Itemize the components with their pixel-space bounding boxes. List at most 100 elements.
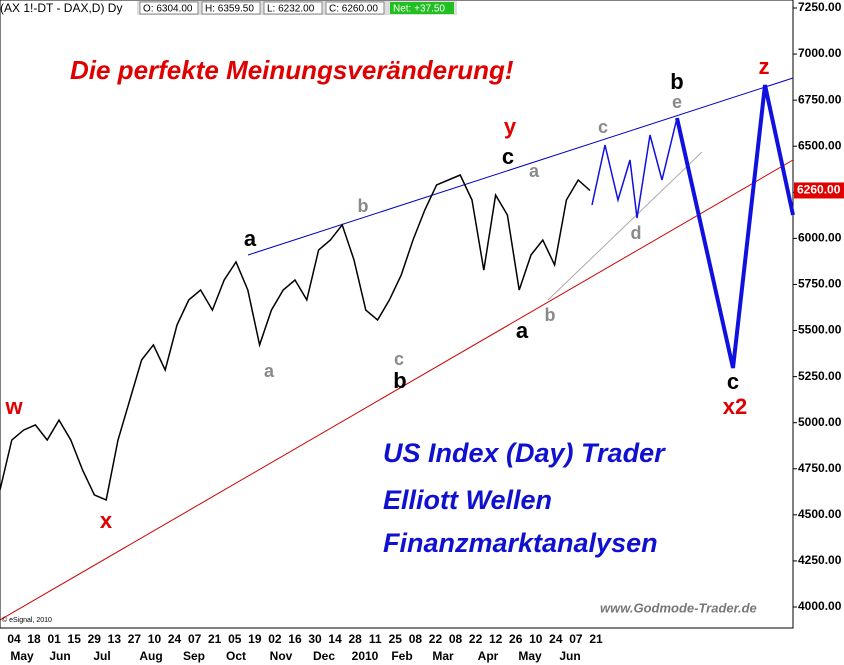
month-label: Sep [183, 649, 205, 663]
wave-label: x [100, 508, 113, 533]
x-tick-label: 08 [449, 632, 463, 646]
x-tick-label: 29 [88, 632, 102, 646]
y-tick-label: 4250.00 [798, 553, 842, 567]
copyright: © eSignal, 2010 [2, 616, 52, 624]
y-tick-label: 5000.00 [798, 415, 842, 429]
x-tick-label: 18 [27, 632, 41, 646]
low: L: 6232.00 [267, 4, 315, 15]
x-tick-label: 27 [128, 632, 142, 646]
x-tick-label: 22 [429, 632, 443, 646]
open: O: 6304.00 [143, 4, 193, 15]
month-label: May [10, 649, 34, 663]
y-tick-label: 5500.00 [798, 323, 842, 337]
x-tick-label: 13 [108, 632, 122, 646]
y-tick-label: 4000.00 [798, 599, 842, 613]
x-tick-label: 07 [188, 632, 202, 646]
x-tick-label: 24 [168, 632, 182, 646]
plot-area [0, 0, 794, 629]
wave-label: a [244, 226, 257, 251]
upper-trendline [247, 77, 794, 256]
title: Die perfekte Meinungsveränderung! [70, 55, 514, 85]
x-tick-label: 08 [409, 632, 423, 646]
wave-label: y [504, 114, 517, 139]
month-label: Oct [226, 649, 246, 663]
y-tick-label: 7250.00 [798, 0, 842, 14]
wave-label: e [672, 92, 682, 112]
wave-label: b [670, 69, 683, 94]
month-label: Jul [93, 649, 110, 663]
wave-label: a [516, 318, 529, 343]
ad-text: Finanzmarktanalysen [383, 528, 658, 558]
month-label: Dec [313, 649, 335, 663]
x-tick-label: 28 [348, 632, 362, 646]
wave-label: c [502, 144, 514, 169]
x-tick-label: 26 [509, 632, 523, 646]
x-tick-label: 10 [148, 632, 162, 646]
last-price-box [794, 182, 844, 199]
month-label: 2010 [352, 649, 379, 663]
x-tick-label: 21 [589, 632, 603, 646]
x-tick-label: 22 [469, 632, 483, 646]
x-tick-label: 05 [228, 632, 242, 646]
x-tick-label: 24 [549, 632, 563, 646]
ad-text: US Index (Day) Trader [383, 438, 666, 468]
x-tick-label: 19 [248, 632, 262, 646]
month-label: Mar [432, 649, 454, 663]
y-tick-label: 6500.00 [798, 138, 842, 152]
wave-label: b [358, 196, 369, 216]
month-label: Jun [49, 649, 70, 663]
month-label: Jun [559, 649, 580, 663]
wave-label: z [759, 54, 770, 79]
last-price-label: 6260.00 [797, 183, 841, 197]
x-tick-label: 21 [208, 632, 222, 646]
x-tick-label: 11 [369, 632, 382, 646]
wave-label: c [727, 369, 739, 394]
x-tick-label: 25 [389, 632, 403, 646]
x-tick-label: 16 [288, 632, 302, 646]
box [139, 1, 199, 15]
box [390, 2, 454, 14]
month-label: Apr [478, 649, 499, 663]
wave-label: b [393, 368, 406, 393]
wave-label: x2 [723, 394, 747, 419]
price-line [0, 174, 591, 501]
x-tick-label: 14 [328, 632, 342, 646]
x-tick-label: 12 [489, 632, 503, 646]
y-tick-label: 6000.00 [798, 231, 842, 245]
month-label: Aug [139, 649, 162, 663]
wave-label: d [631, 223, 642, 243]
forecast-path [675, 84, 795, 369]
source: www.Godmode-Trader.de [600, 600, 757, 615]
y-tick-label: 6750.00 [798, 92, 842, 106]
month-label: May [518, 649, 542, 663]
y-tick-label: 5750.00 [798, 277, 842, 291]
lower-trendline [0, 159, 794, 621]
x-tick-label: 04 [7, 632, 21, 646]
close: C: 6260.00 [329, 4, 378, 15]
box [201, 1, 261, 15]
y-tick-label: 7000.00 [798, 46, 842, 60]
x-tick-label: 02 [268, 632, 282, 646]
net: Net: +37.50 [393, 4, 445, 15]
x-tick-label: 30 [308, 632, 322, 646]
x-tick-label: 10 [529, 632, 543, 646]
x-tick-label: 07 [569, 632, 583, 646]
ad-text: Elliott Wellen [383, 485, 552, 515]
y-tick-label: 4500.00 [798, 507, 842, 521]
box [263, 1, 323, 15]
wave-label: b [545, 305, 556, 325]
symbol: (AX 1!-DT - DAX,D) Dy [0, 1, 122, 15]
y-tick-label: 5250.00 [798, 369, 842, 383]
x-tick-label: 15 [68, 632, 82, 646]
month-label: Feb [391, 649, 412, 663]
inner-trendline [547, 151, 703, 301]
price-marks [0, 174, 591, 501]
box [325, 1, 385, 15]
high: H: 6359.50 [205, 4, 254, 15]
wave-label: c [598, 117, 608, 137]
month-label: Nov [270, 649, 293, 663]
x-tick-label: 01 [47, 632, 61, 646]
wave-label: w [4, 394, 23, 419]
wave-label: a [264, 361, 275, 381]
